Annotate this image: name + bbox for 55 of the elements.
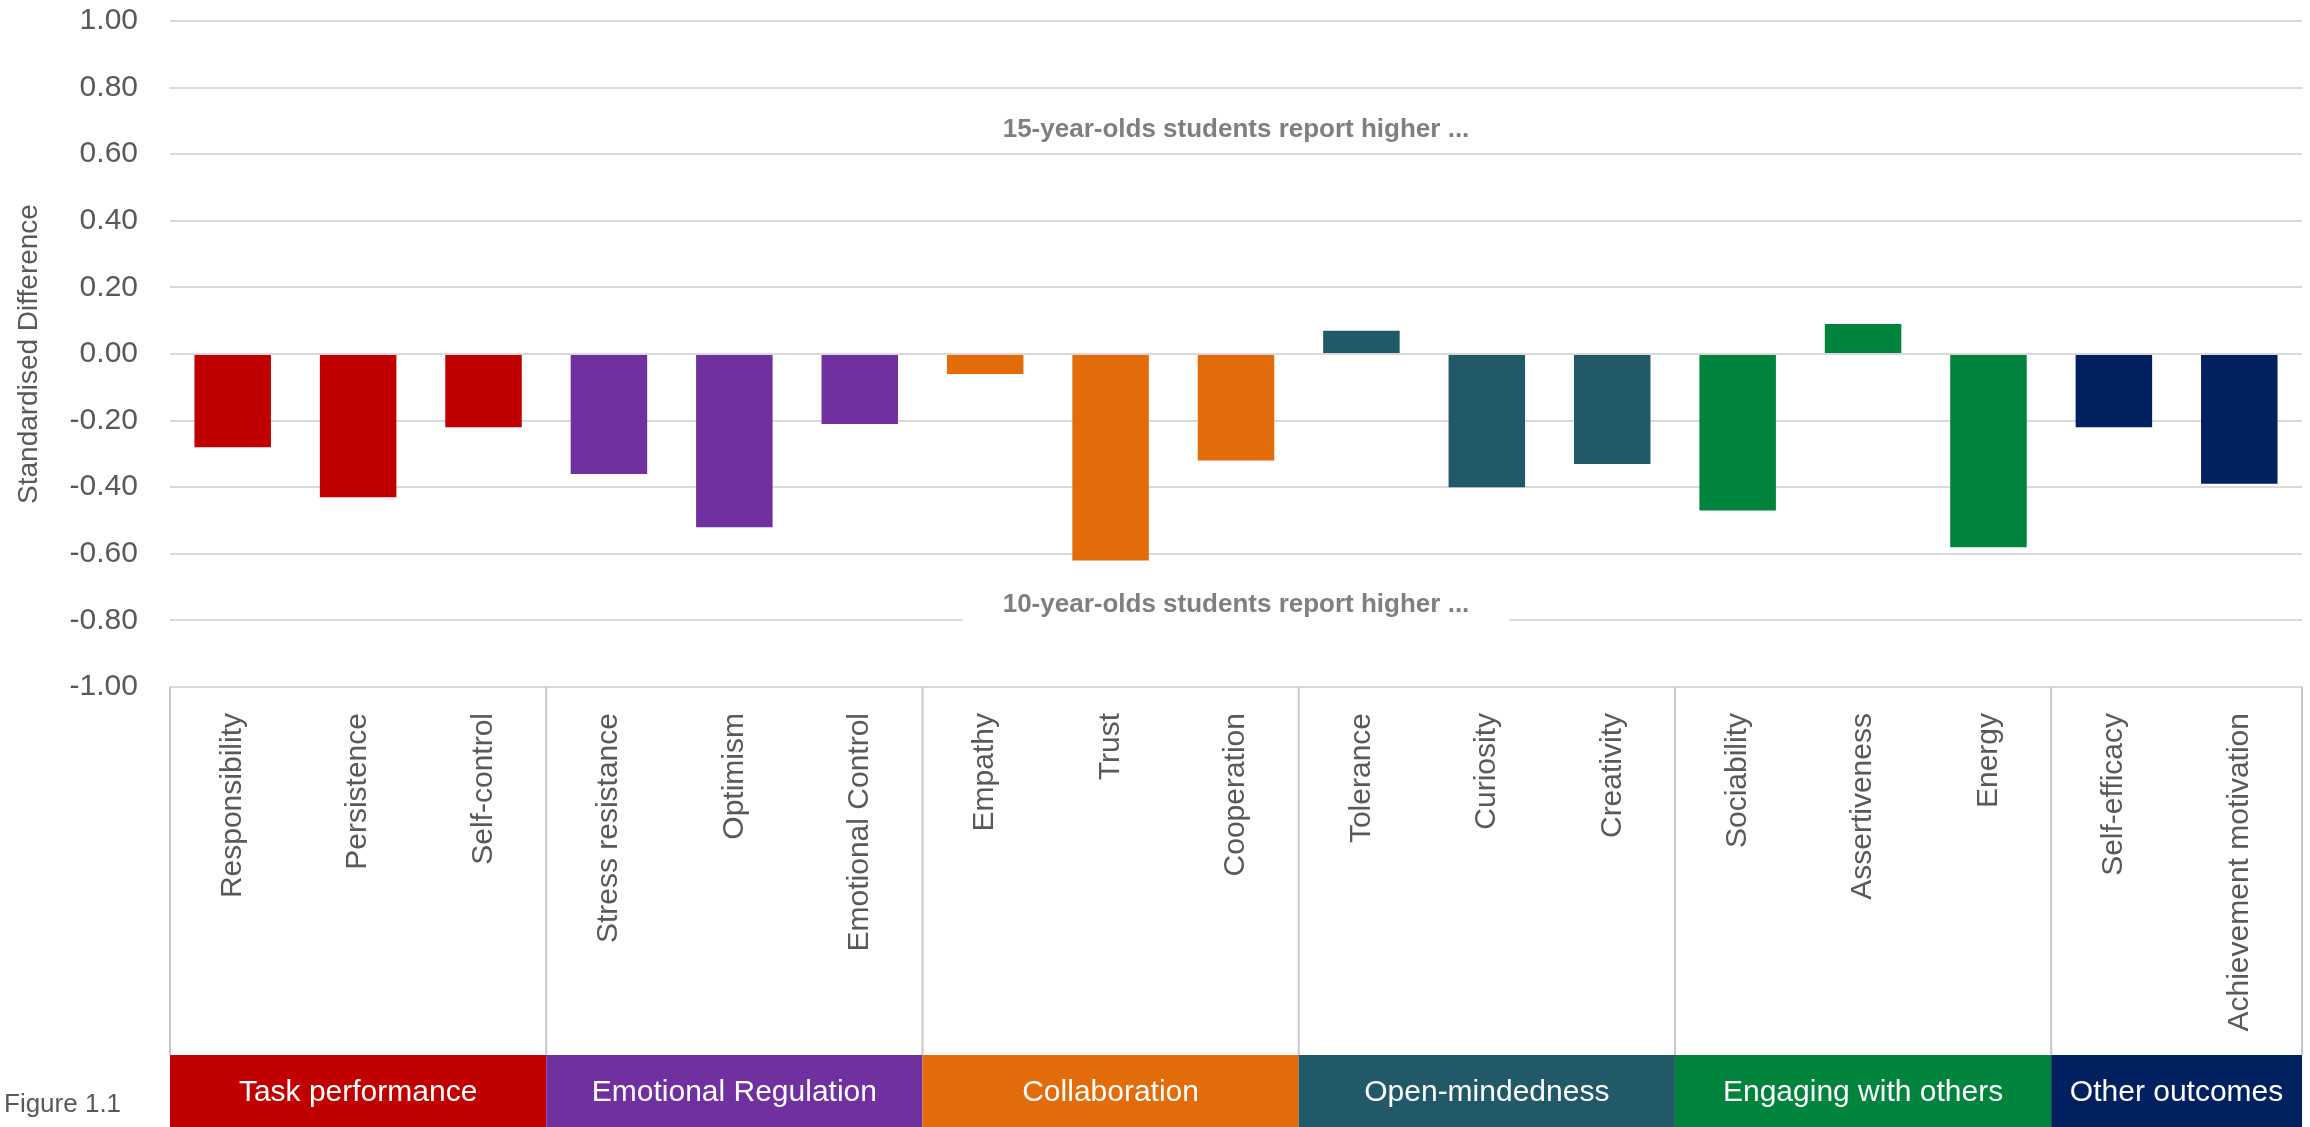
text: Collaboration xyxy=(1022,1074,1199,1108)
annotation: 10-year-olds students report higher ... xyxy=(1002,587,1470,618)
y-axis-title: Standardised Difference xyxy=(11,204,43,504)
y-tick-label: 0.40 xyxy=(79,202,138,236)
bar xyxy=(1950,355,2027,548)
x-tick-label: Emotional Control xyxy=(841,713,875,952)
y-tick-label: -1.00 xyxy=(69,668,138,702)
bar xyxy=(2201,355,2278,484)
x-tick-label: Trust xyxy=(1091,712,1125,781)
x-tick-label: Self-efficacy xyxy=(2095,713,2129,876)
y-tick-label: 0.80 xyxy=(79,68,138,102)
x-tick-label: Energy xyxy=(1969,713,2003,809)
x-tick-label: Responsibility xyxy=(213,713,247,899)
bar xyxy=(2075,355,2153,428)
y-tick-label: 0.20 xyxy=(79,268,138,302)
y-tick-label: -0.40 xyxy=(69,468,138,502)
x-tick-label: Sociability xyxy=(1718,713,1752,849)
x-tick-label: Achievement motivation xyxy=(2220,713,2254,1032)
y-tick-label: -0.20 xyxy=(69,401,138,435)
bar xyxy=(1699,355,1776,511)
x-tick-label: Creativity xyxy=(1593,713,1627,839)
bar xyxy=(445,355,522,428)
text: Task performance xyxy=(238,1074,478,1108)
y-tick-label: 1.00 xyxy=(79,2,138,36)
bar xyxy=(1072,355,1149,561)
bar xyxy=(1197,355,1275,461)
x-tick-label: Tolerance xyxy=(1342,713,1376,844)
text: Other outcomes xyxy=(2069,1074,2284,1108)
y-tick-label: -0.60 xyxy=(69,535,138,569)
x-tick-label: Self-control xyxy=(464,713,498,865)
bar xyxy=(696,355,773,528)
y-tick-label: 0.00 xyxy=(79,335,138,369)
x-tick-label: Cooperation xyxy=(1217,713,1251,877)
annotation: 15-year-olds students report higher ... xyxy=(1002,113,1470,144)
bar xyxy=(1448,355,1526,488)
bar xyxy=(1323,330,1400,353)
text: Engaging with others xyxy=(1722,1074,2004,1108)
x-tick-label: Optimism xyxy=(715,713,749,840)
bar xyxy=(1824,324,1902,353)
bar xyxy=(821,355,899,424)
x-tick-label: Persistence xyxy=(339,713,373,870)
bar xyxy=(194,355,271,448)
x-tick-label: Curiosity xyxy=(1468,713,1502,830)
x-tick-label: Assertiveness xyxy=(1844,713,1878,900)
x-tick-label: Stress resistance xyxy=(590,713,624,944)
bar xyxy=(319,355,397,498)
text: Open-mindedness xyxy=(1364,1074,1610,1108)
x-tick-label: Empathy xyxy=(966,713,1000,832)
text: Emotional Regulation xyxy=(591,1074,877,1108)
bar xyxy=(570,355,648,474)
bar xyxy=(946,355,1024,374)
caption: Figure 1.1 xyxy=(4,1088,122,1119)
y-tick-label: 0.60 xyxy=(79,135,138,169)
y-tick-label: -0.80 xyxy=(69,601,138,635)
bar xyxy=(1573,355,1651,464)
